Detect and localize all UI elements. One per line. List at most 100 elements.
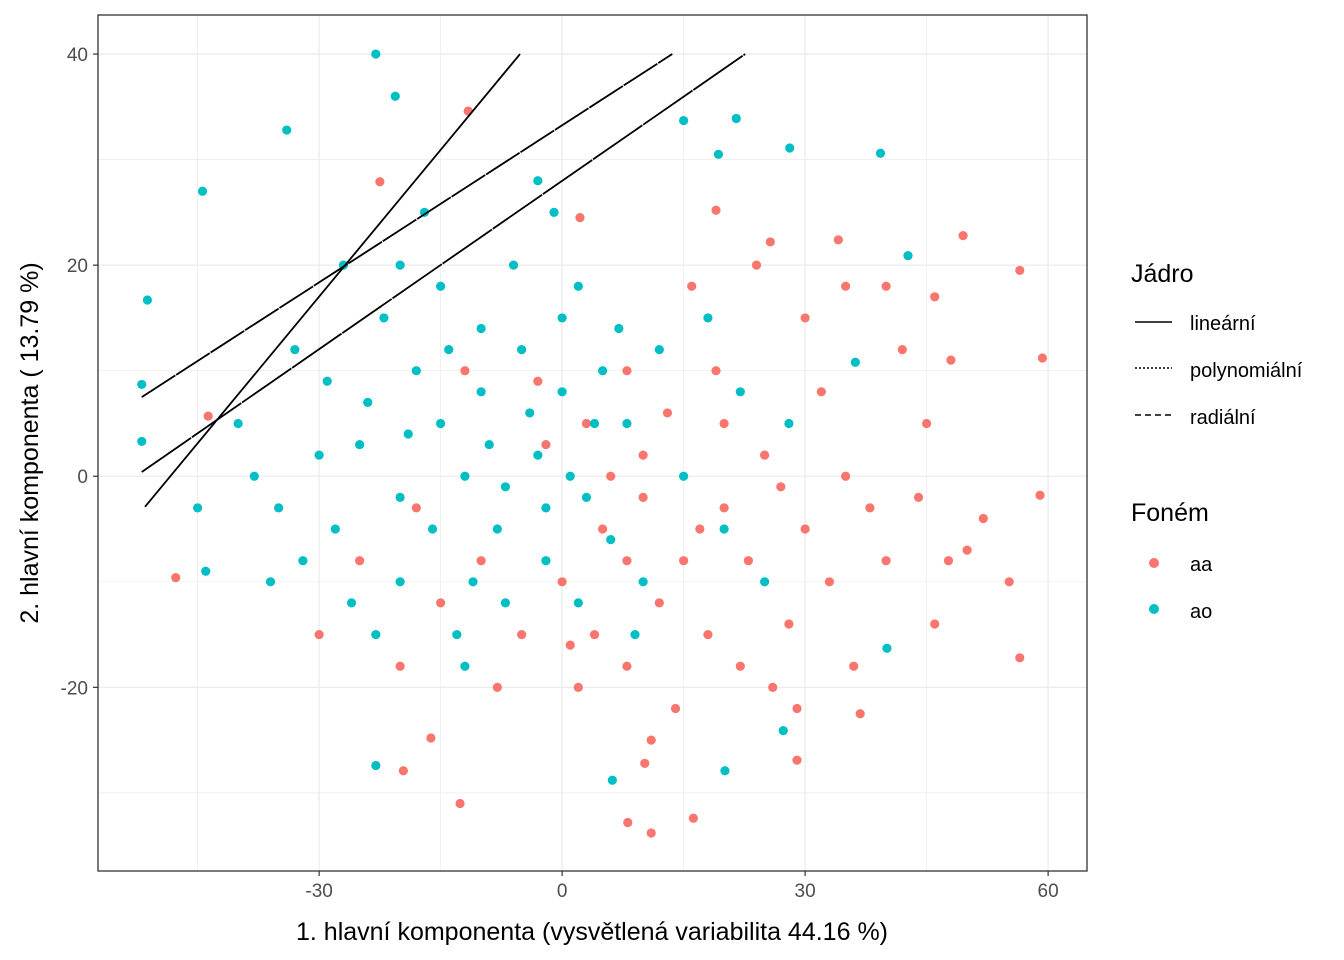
point-ao — [719, 524, 729, 534]
point-ao — [882, 643, 892, 653]
point-aa — [816, 387, 826, 397]
point-aa — [751, 260, 762, 270]
point-ao — [785, 143, 795, 153]
point-aa — [800, 524, 810, 534]
point-aa — [426, 733, 436, 743]
legend-key-ao — [1149, 604, 1159, 614]
point-aa — [881, 556, 891, 566]
point-aa — [711, 366, 721, 376]
y-tick-label: 20 — [67, 256, 88, 277]
point-aa — [557, 577, 567, 587]
point-aa — [958, 230, 968, 241]
point-aa — [398, 766, 408, 776]
point-ao — [533, 176, 543, 186]
point-ao — [508, 260, 519, 270]
y-axis: -20 0 20 40 — [61, 45, 98, 699]
point-aa — [203, 411, 213, 421]
point-ao — [500, 598, 511, 608]
point-aa — [476, 556, 486, 566]
point-aa — [581, 418, 592, 429]
point-aa — [881, 281, 891, 291]
legend-label-ao: ao — [1190, 601, 1212, 623]
point-ao — [760, 577, 770, 587]
point-ao — [371, 629, 381, 640]
point-aa — [533, 376, 543, 386]
point-aa — [171, 572, 181, 583]
point-aa — [623, 817, 633, 828]
point-aa — [670, 703, 681, 714]
plot-panel-border — [97, 14, 1088, 872]
point-ao — [606, 534, 616, 545]
point-aa — [695, 524, 705, 534]
point-ao — [298, 556, 308, 566]
legend-phoneme: Foném aa ao — [1131, 499, 1213, 623]
point-ao — [322, 376, 332, 386]
point-ao — [395, 577, 405, 587]
point-ao — [581, 492, 592, 502]
grid — [98, 15, 1087, 871]
point-aa — [541, 439, 551, 450]
point-aa — [743, 556, 754, 566]
point-aa — [849, 661, 859, 671]
point-ao — [720, 766, 730, 776]
point-ao — [419, 207, 430, 217]
point-ao — [290, 344, 300, 355]
point-ao — [265, 577, 276, 587]
x-tick-label: 0 — [557, 881, 568, 902]
point-aa — [865, 503, 875, 513]
point-ao — [201, 566, 211, 576]
point-ao — [875, 148, 886, 158]
point-ao — [541, 556, 551, 566]
point-ao — [903, 251, 913, 261]
point-aa — [688, 813, 698, 823]
point-ao — [142, 295, 153, 305]
point-aa — [589, 629, 600, 640]
point-aa — [776, 482, 786, 492]
boundary-line-lineární — [144, 53, 521, 508]
point-aa — [314, 629, 324, 640]
point-aa — [978, 513, 988, 524]
point-aa — [841, 281, 851, 291]
legend-label-polynomial: polynomiální — [1190, 360, 1303, 382]
point-aa — [1004, 577, 1014, 587]
point-ao — [274, 503, 284, 513]
point-ao — [436, 281, 446, 291]
point-ao — [589, 418, 600, 429]
point-ao — [573, 598, 583, 608]
point-ao — [557, 387, 567, 397]
legend-label-aa: aa — [1190, 554, 1213, 576]
point-ao — [784, 418, 794, 429]
point-ao — [249, 471, 259, 481]
point-ao — [460, 471, 470, 481]
point-aa — [841, 471, 851, 481]
point-ao — [541, 503, 551, 513]
point-ao — [282, 125, 292, 135]
y-tick-label: 40 — [67, 45, 88, 66]
point-ao — [390, 91, 400, 101]
point-aa — [711, 205, 721, 215]
legend-key-aa — [1149, 558, 1159, 568]
point-aa — [703, 629, 713, 640]
point-ao — [468, 577, 478, 587]
x-tick-label: -30 — [305, 881, 332, 902]
point-aa — [930, 619, 940, 629]
point-ao — [533, 450, 543, 460]
point-aa — [565, 640, 575, 650]
point-aa — [897, 344, 907, 355]
point-ao — [850, 357, 860, 367]
point-aa — [455, 798, 465, 809]
point-aa — [792, 755, 802, 765]
point-aa — [492, 682, 502, 692]
point-aa — [962, 545, 972, 555]
point-ao — [565, 471, 575, 481]
point-aa — [622, 556, 632, 566]
point-aa — [463, 106, 473, 116]
point-ao — [679, 115, 689, 126]
point-ao — [484, 439, 494, 450]
legend-title-phoneme: Foném — [1131, 499, 1209, 527]
point-aa — [800, 313, 810, 323]
point-aa — [833, 235, 843, 245]
boundary-line-radiální — [141, 53, 746, 473]
point-ao — [500, 482, 511, 492]
